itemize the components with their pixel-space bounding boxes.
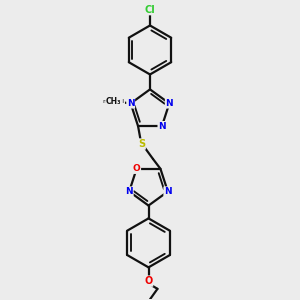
Text: N: N	[158, 122, 166, 130]
Text: O: O	[133, 164, 140, 173]
Text: methyl: methyl	[103, 99, 125, 104]
Text: N: N	[127, 99, 134, 108]
Text: N: N	[166, 99, 173, 108]
Text: N: N	[125, 187, 133, 196]
Text: Cl: Cl	[145, 5, 155, 15]
Text: S: S	[138, 139, 145, 149]
Text: CH₃: CH₃	[106, 98, 122, 106]
Text: N: N	[164, 187, 172, 196]
Text: O: O	[144, 276, 153, 286]
